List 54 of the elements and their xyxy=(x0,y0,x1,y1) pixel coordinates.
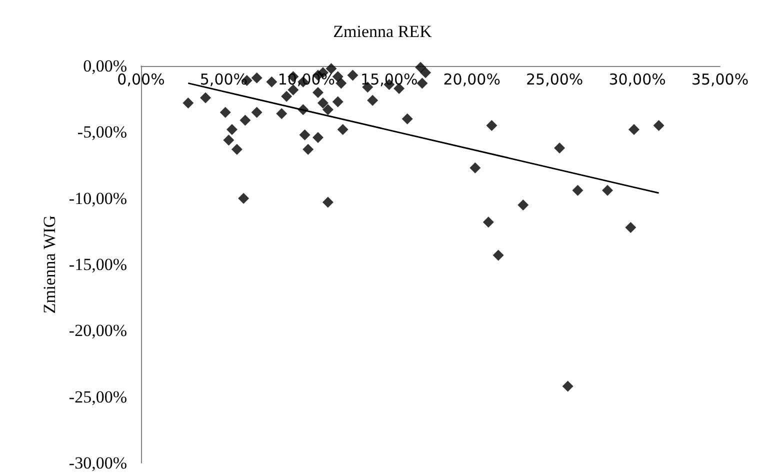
point xyxy=(336,78,347,89)
point xyxy=(347,70,358,81)
point xyxy=(312,132,324,143)
x-tick-label: 25,00% xyxy=(526,70,584,88)
x-tick-label: 20,00% xyxy=(443,70,500,88)
chart-title: Zmienna REK xyxy=(333,22,433,41)
point xyxy=(226,124,238,136)
point xyxy=(266,76,278,88)
point xyxy=(302,144,314,155)
point xyxy=(602,184,614,196)
point xyxy=(322,196,334,208)
point xyxy=(200,92,212,104)
point xyxy=(299,129,310,140)
point xyxy=(332,96,344,108)
point xyxy=(562,380,574,392)
point xyxy=(492,250,504,261)
point xyxy=(470,162,481,174)
point xyxy=(276,108,288,120)
point xyxy=(416,78,428,89)
point xyxy=(402,113,413,124)
y-tick-label: -30,00% xyxy=(68,454,127,472)
point xyxy=(572,184,584,196)
point xyxy=(482,216,494,228)
point xyxy=(420,67,432,78)
point xyxy=(486,120,498,132)
point xyxy=(628,124,640,136)
point xyxy=(317,98,328,109)
y-tick-label: -15,00% xyxy=(68,255,127,274)
point xyxy=(337,124,348,136)
point xyxy=(251,106,262,118)
point xyxy=(625,222,636,233)
x-tick-label: 30,00% xyxy=(608,70,666,88)
point xyxy=(415,62,426,73)
x-tick-label: 15,00% xyxy=(360,70,418,88)
point xyxy=(223,134,234,146)
y-tick-label: -5,00% xyxy=(77,122,127,142)
point xyxy=(312,86,324,98)
y-tick-label: -20,00% xyxy=(68,321,127,340)
point xyxy=(653,120,664,132)
point xyxy=(367,94,378,106)
point xyxy=(240,114,251,126)
point xyxy=(231,144,242,155)
point xyxy=(220,106,231,118)
point xyxy=(238,192,250,204)
point xyxy=(281,90,292,102)
point xyxy=(518,199,529,210)
y-tick-label: -25,00% xyxy=(68,387,127,406)
x-tick-label: 35,00% xyxy=(691,70,749,88)
point xyxy=(554,142,566,154)
y-tick-label: -10,00% xyxy=(68,188,127,208)
point xyxy=(182,98,194,109)
point xyxy=(322,104,334,116)
y-axis-title: Zmienna WIG xyxy=(40,215,60,314)
point xyxy=(251,72,262,84)
